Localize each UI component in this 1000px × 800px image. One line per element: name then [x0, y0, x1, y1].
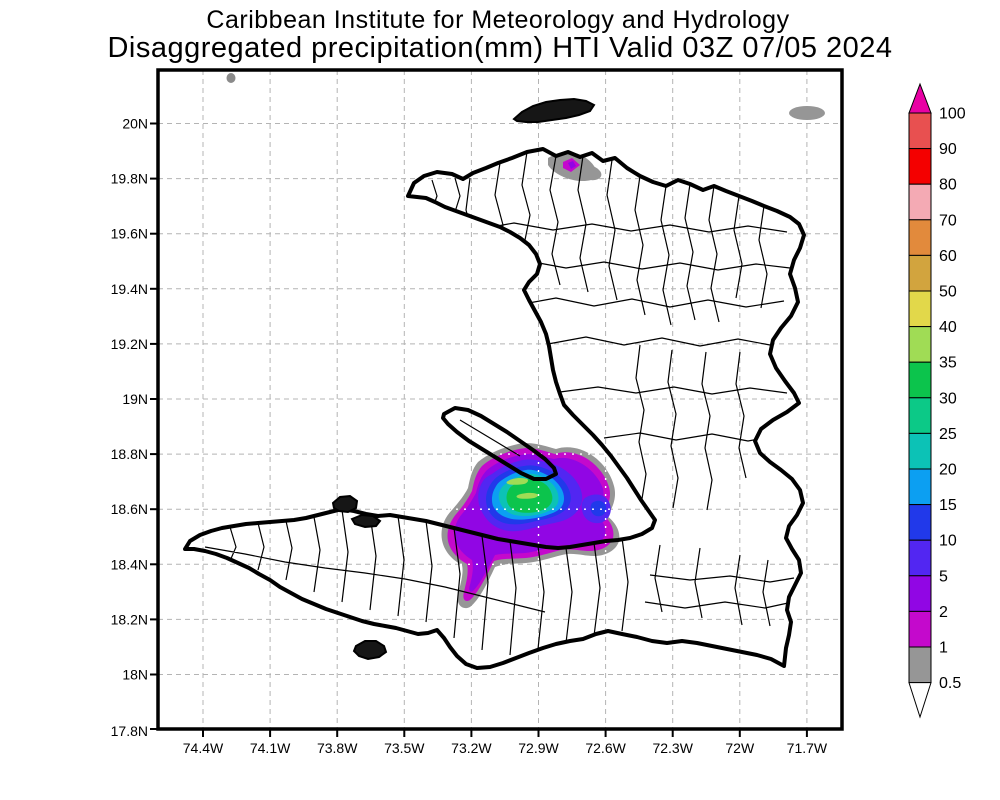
lon-tick-label: 73.2W — [451, 740, 492, 756]
lat-tick-label: 18.8N — [111, 446, 148, 462]
colorbar-label: 80 — [939, 177, 957, 194]
lat-tick-label: 19N — [122, 391, 148, 407]
colorbar-label: 30 — [939, 390, 957, 407]
lon-tick-label: 73.8W — [317, 740, 358, 756]
colorbar-segment — [908, 646, 932, 684]
colorbar-under-arrow — [908, 682, 932, 719]
colorbar-segment — [908, 183, 932, 221]
lat-tick-label: 18N — [122, 667, 148, 683]
colorbar-segment — [908, 432, 932, 470]
colorbar-segment — [908, 326, 932, 363]
gonave-island — [441, 406, 558, 481]
lon-tick-label: 74.1W — [250, 740, 291, 756]
colorbar-label: 50 — [939, 284, 957, 301]
lat-tick-label: 18.4N — [111, 556, 148, 572]
precip-main-35 — [506, 477, 538, 499]
colorbar-label: 25 — [939, 426, 957, 443]
lon-tick-label: 72.6W — [585, 740, 626, 756]
colorbar-over-arrow — [908, 82, 932, 114]
gonave-interior-line — [459, 419, 521, 457]
colorbar-segment — [908, 397, 932, 434]
colorbar-label: 35 — [939, 355, 957, 372]
lat-axis-labels: 20N 19.8N 19.6N 19.4N 19.2N 19N 18.8N 18… — [111, 116, 148, 740]
colorbar-segment — [908, 254, 932, 292]
precip-topleft-speck — [226, 73, 236, 83]
colorbar-label: 2 — [939, 604, 948, 621]
lon-tick-label: 72.9W — [518, 740, 559, 756]
colorbar-segment — [908, 504, 932, 541]
colorbar-label: 1 — [939, 640, 948, 657]
colorbar-segment — [908, 468, 932, 506]
ile-a-vache-island — [352, 640, 388, 661]
colorbar-label: 5 — [939, 568, 948, 585]
lat-tick-label: 18.6N — [111, 501, 148, 517]
colorbar-segment — [908, 610, 932, 648]
lat-tick-label: 19.8N — [111, 171, 148, 187]
lon-tick-label: 73.5W — [384, 740, 425, 756]
lon-axis-labels: 74.4W 74.1W 73.8W 73.5W 73.2W 72.9W 72.6… — [183, 740, 828, 756]
axis-ticks — [150, 122, 808, 737]
figure-title-line2: Disaggregated precipitation(mm) HTI Vali… — [107, 32, 892, 64]
lon-tick-label: 72W — [725, 740, 755, 756]
lat-tick-label: 19.2N — [111, 336, 148, 352]
lat-tick-label: 19.6N — [111, 226, 148, 242]
haiti-coastline — [183, 147, 806, 670]
lat-tick-label: 18.2N — [111, 611, 148, 627]
colorbar-label: 10 — [939, 533, 957, 550]
lon-tick-label: 72.3W — [652, 740, 693, 756]
lat-tick-label: 17.8N — [111, 723, 148, 739]
colorbar-label: 90 — [939, 141, 957, 158]
colorbar-label: 40 — [939, 319, 957, 336]
colorbar-label: 70 — [939, 212, 957, 229]
precip-topright-0p5 — [789, 106, 825, 120]
lon-tick-label: 71.7W — [787, 740, 828, 756]
colorbar-segment — [908, 148, 932, 185]
colorbar-label: 100 — [939, 106, 966, 123]
precip-north-2 — [568, 161, 576, 169]
colorbar-label: 15 — [939, 497, 957, 514]
cayemites-islands — [331, 494, 382, 529]
colorbar-segment — [908, 219, 932, 256]
colorbar-segment — [908, 539, 932, 577]
tortue-island — [512, 97, 596, 123]
colorbar-label: 60 — [939, 248, 957, 265]
colorbar-label: 0.5 — [939, 675, 961, 692]
lat-tick-label: 19.4N — [111, 281, 148, 297]
colorbar-segment — [908, 361, 932, 399]
colorbar-segment — [908, 290, 932, 328]
lon-tick-label: 74.4W — [183, 740, 224, 756]
precipitation-contours — [226, 73, 825, 609]
colorbar-label: 20 — [939, 462, 957, 479]
colorbar: 100 90 80 70 60 50 40 35 30 25 20 15 10 … — [908, 82, 966, 719]
lat-tick-label: 20N — [122, 116, 148, 132]
colorbar-segment — [908, 575, 932, 612]
colorbar-segment — [908, 112, 932, 150]
figure-title-line1: Caribbean Institute for Meteorology and … — [206, 6, 789, 34]
